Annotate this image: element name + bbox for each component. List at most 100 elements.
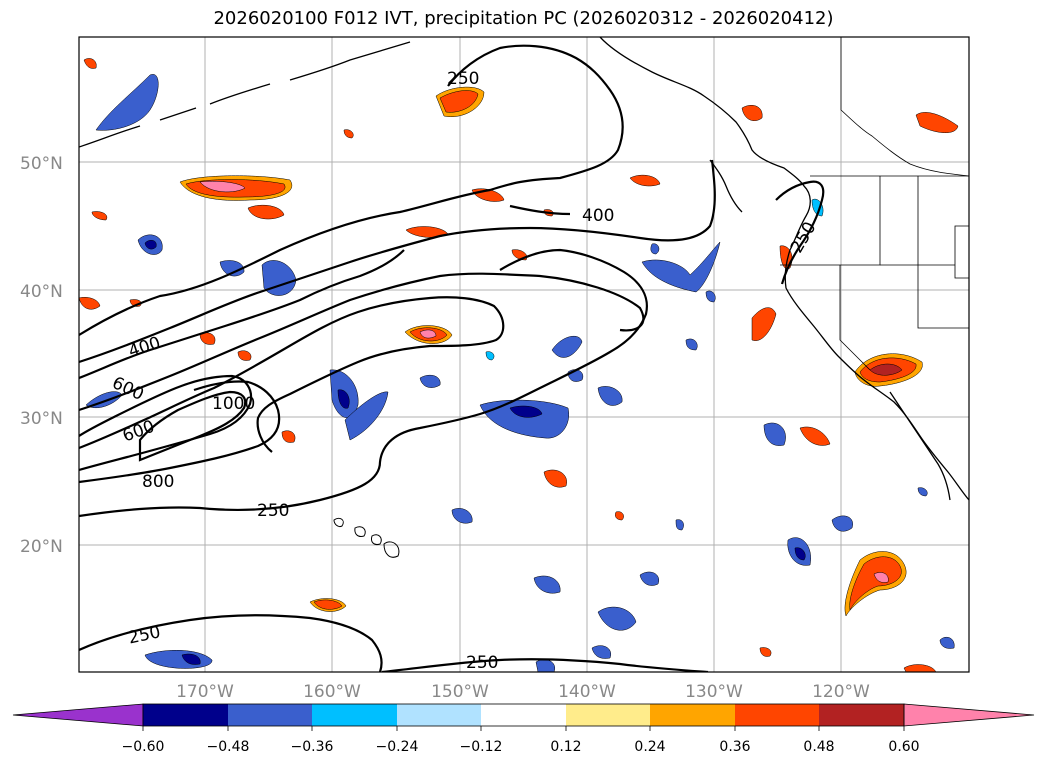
precip-blob bbox=[313, 599, 343, 610]
lon-label-120w: 120°W bbox=[812, 682, 870, 702]
ivt-contour-250-north bbox=[79, 44, 624, 380]
ivt-contour-250-bottom-right bbox=[381, 658, 709, 672]
colorbar-ticks bbox=[142, 726, 905, 731]
ivt-contour-600 bbox=[79, 272, 645, 412]
precip-positive-regions bbox=[79, 58, 959, 672]
precip-blob bbox=[849, 556, 902, 611]
ivt-contour-label: 250 bbox=[466, 653, 498, 673]
lon-label-170w: 170°W bbox=[176, 682, 234, 702]
baja-coast bbox=[889, 391, 951, 501]
graticule bbox=[79, 37, 969, 672]
precip-blob bbox=[675, 519, 684, 531]
lon-label-150w: 150°W bbox=[431, 682, 489, 702]
colorbar-extend-low bbox=[12, 703, 144, 727]
ivt-contour-800-outer bbox=[79, 380, 281, 484]
colorbar-segment bbox=[650, 704, 735, 726]
precip-blob bbox=[799, 426, 831, 446]
map-frame bbox=[78, 36, 970, 673]
precip-blob bbox=[144, 239, 157, 250]
colorbar-segment bbox=[735, 704, 819, 726]
precip-blob bbox=[741, 105, 763, 121]
precip-blob bbox=[451, 508, 473, 524]
map-background bbox=[79, 37, 969, 672]
ivt-contours bbox=[79, 44, 825, 672]
precip-blob bbox=[419, 374, 441, 388]
precip-blob bbox=[939, 637, 955, 649]
colorbar-tick-label: −0.48 bbox=[207, 739, 250, 755]
ivt-contour-label: 250 bbox=[257, 501, 289, 521]
precip-blob bbox=[343, 129, 354, 139]
lat-label-50n: 50°N bbox=[20, 154, 63, 174]
colorbar-tick-label: 0.36 bbox=[719, 739, 750, 755]
hawaiian-islands bbox=[333, 517, 400, 558]
ivt-contour-1000 bbox=[138, 390, 247, 462]
colorbar-tick-label: −0.36 bbox=[291, 739, 334, 755]
colorbar-segment bbox=[481, 704, 566, 726]
ivt-contour-label: 250 bbox=[447, 69, 479, 89]
precip-blob bbox=[181, 653, 201, 665]
precip-blob bbox=[479, 399, 570, 439]
colorbar: −0.60 −0.48 −0.36 −0.24 −0.12 0.12 0.24 … bbox=[12, 703, 1035, 755]
precip-blob bbox=[917, 487, 928, 497]
precip-blob bbox=[639, 571, 660, 586]
precip-blob bbox=[79, 297, 101, 310]
precip-blob bbox=[91, 211, 108, 221]
colorbar-tick-label: 0.12 bbox=[550, 739, 581, 755]
latitude-labels: 50°N 40°N 30°N 20°N bbox=[20, 154, 63, 557]
precip-blob bbox=[281, 430, 296, 443]
state-borders bbox=[780, 37, 969, 371]
colorbar-segment bbox=[228, 704, 312, 726]
longitude-labels: 170°W 160°W 150°W 140°W 130°W 120°W bbox=[176, 682, 870, 702]
ivt-contour-800 bbox=[79, 374, 253, 472]
precip-blob bbox=[873, 572, 889, 583]
precip-blob bbox=[419, 329, 437, 339]
lat-label-20n: 20°N bbox=[20, 537, 63, 557]
ivt-contour-250-south bbox=[79, 248, 648, 518]
ivt-contour-250-east bbox=[775, 180, 825, 285]
colorbar-segment bbox=[143, 704, 228, 726]
precip-blob bbox=[705, 290, 716, 303]
ivt-contour-400 bbox=[79, 159, 716, 364]
precip-blob bbox=[95, 74, 159, 131]
precip-blob bbox=[641, 241, 721, 293]
ivt-contour-label: 1000 bbox=[212, 394, 255, 414]
precip-blob bbox=[685, 338, 698, 351]
lat-label-30n: 30°N bbox=[20, 409, 63, 429]
precip-blob bbox=[237, 350, 252, 361]
precip-blob bbox=[615, 511, 624, 521]
precip-blob bbox=[439, 90, 479, 113]
ivt-contour-label: 800 bbox=[142, 472, 174, 492]
colorbar-segment bbox=[819, 704, 904, 726]
precip-blob bbox=[551, 335, 583, 358]
lon-label-130w: 130°W bbox=[685, 682, 743, 702]
colorbar-tick-label: 0.48 bbox=[803, 739, 834, 755]
precip-blob bbox=[337, 389, 350, 409]
colorbar-extend-high bbox=[903, 703, 1035, 727]
lon-label-140w: 140°W bbox=[558, 682, 616, 702]
lat-label-40n: 40°N bbox=[20, 282, 63, 302]
colorbar-tick-label: −0.12 bbox=[460, 739, 503, 755]
precip-blob bbox=[869, 363, 903, 376]
colorbar-segment bbox=[397, 704, 481, 726]
lon-label-160w: 160°W bbox=[303, 682, 361, 702]
precip-blob bbox=[219, 260, 245, 277]
colorbar-tick-label: 0.60 bbox=[888, 739, 919, 755]
colorbar-tick-label: 0.24 bbox=[634, 739, 665, 755]
precip-blob bbox=[903, 664, 937, 672]
precip-blob bbox=[509, 405, 543, 418]
map-title: 2026020100 F012 IVT, precipitation PC (2… bbox=[213, 8, 834, 29]
precip-blob bbox=[199, 181, 246, 193]
precip-blob bbox=[485, 351, 495, 361]
colorbar-segment bbox=[566, 704, 650, 726]
precip-negative-regions bbox=[85, 74, 955, 672]
coastlines bbox=[79, 37, 969, 501]
precip-blob bbox=[650, 243, 660, 255]
precip-blob bbox=[83, 58, 97, 69]
colorbar-tick-label: −0.60 bbox=[122, 739, 165, 755]
precip-blob bbox=[591, 645, 612, 659]
precip-blob bbox=[831, 515, 853, 532]
precip-blob bbox=[533, 575, 561, 594]
precip-blob bbox=[629, 174, 661, 187]
precip-blob bbox=[344, 391, 389, 441]
